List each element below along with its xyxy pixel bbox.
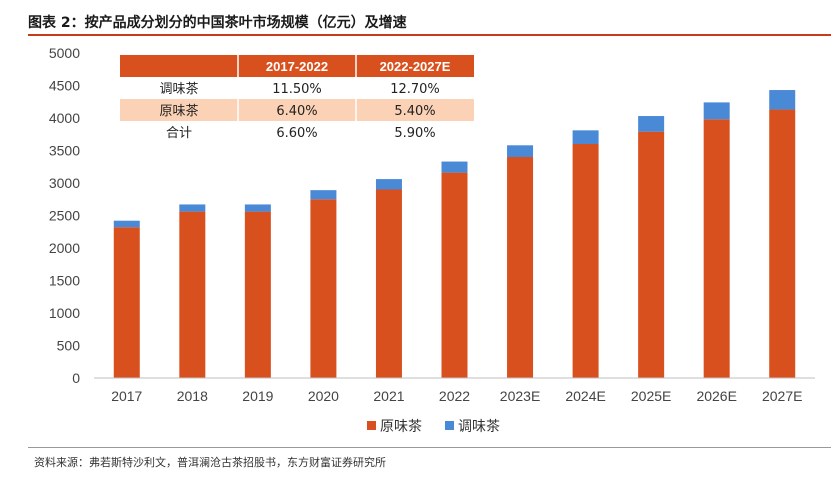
table-header-bg bbox=[120, 55, 474, 77]
x-tick-label: 2021 bbox=[373, 388, 404, 404]
bar-original-2018 bbox=[179, 211, 206, 378]
bar-blended-2025E bbox=[638, 116, 665, 132]
bar-original-2023E bbox=[507, 157, 534, 378]
bar-original-2022 bbox=[441, 172, 468, 378]
legend-label: 原味茶 bbox=[380, 419, 422, 435]
footer-divider bbox=[28, 447, 831, 448]
bar-original-2027E bbox=[769, 109, 796, 379]
bar-original-2025E bbox=[638, 131, 665, 378]
x-tick-label: 2025E bbox=[631, 388, 671, 404]
x-tick-label: 2017 bbox=[111, 388, 142, 404]
title-bar: 图表 2：按产品成分划分的中国茶叶市场规模（亿元）及增速 bbox=[28, 8, 831, 36]
table-cell: 原味茶 bbox=[159, 103, 198, 119]
bar-original-2026E bbox=[703, 119, 730, 379]
table-row-highlight bbox=[120, 99, 474, 121]
bar-original-2024E bbox=[572, 144, 599, 378]
bar-blended-2023E bbox=[507, 145, 534, 157]
y-tick-label: 2000 bbox=[49, 240, 80, 256]
table-cell: 11.50% bbox=[272, 82, 322, 97]
x-tick-label: 2026E bbox=[696, 388, 736, 404]
bar-blended-2020 bbox=[310, 190, 337, 200]
y-tick-label: 3500 bbox=[49, 143, 80, 159]
table-cell: 6.60% bbox=[276, 126, 317, 141]
y-tick-label: 3000 bbox=[49, 175, 80, 191]
bar-blended-2024E bbox=[572, 130, 599, 144]
y-tick-label: 4000 bbox=[49, 110, 80, 126]
x-axis: 2017 2018 2019 2020 2021 2022 2023E 2024E 2025E 2… bbox=[111, 388, 802, 404]
y-tick-label: 2500 bbox=[49, 208, 80, 224]
bar-original-2021 bbox=[375, 189, 402, 378]
source-note: 资料来源：弗若斯特沙利文，普洱澜沧古茶招股书，东方财富证券研究所 bbox=[34, 456, 386, 469]
growth-table: 2017-2022 2022-2027E 调味茶 11.50% 12.70% 原味茶 6.4… bbox=[120, 55, 474, 141]
table-header-cell: 2017-2022 bbox=[266, 59, 328, 74]
table-cell: 调味茶 bbox=[159, 81, 198, 97]
bar-blended-2019 bbox=[244, 204, 271, 212]
bar-blended-2026E bbox=[703, 102, 730, 120]
x-tick-label: 2023E bbox=[500, 388, 540, 404]
x-tick-label: 2020 bbox=[308, 388, 339, 404]
table-cell: 5.90% bbox=[394, 126, 435, 141]
x-tick-label: 2027E bbox=[762, 388, 802, 404]
bar-original-2019 bbox=[244, 211, 271, 378]
table-cell: 12.70% bbox=[390, 82, 440, 97]
bar-blended-2027E bbox=[769, 90, 796, 110]
bar-blended-2021 bbox=[375, 179, 402, 190]
y-tick-label: 1500 bbox=[49, 273, 80, 289]
y-tick-label: 0 bbox=[72, 370, 80, 386]
y-tick-label: 1000 bbox=[49, 305, 80, 321]
y-axis: 0 500 1000 1500 2000 2500 3000 3500 4000 4500 5000 bbox=[49, 45, 80, 386]
bar-original-2020 bbox=[310, 199, 337, 378]
table-cell: 6.40% bbox=[276, 104, 317, 119]
chart-title: 图表 2：按产品成分划分的中国茶叶市场规模（亿元）及增速 bbox=[28, 15, 407, 31]
x-tick-label: 2019 bbox=[242, 388, 273, 404]
x-tick-label: 2024E bbox=[565, 388, 605, 404]
y-tick-label: 4500 bbox=[49, 78, 80, 94]
bar-blended-2018 bbox=[179, 204, 206, 212]
bar-original-2017 bbox=[113, 227, 140, 378]
bars bbox=[113, 90, 796, 379]
bar-blended-2017 bbox=[113, 220, 140, 228]
legend: 原味茶 调味茶 bbox=[367, 419, 500, 435]
table-cell: 5.40% bbox=[394, 104, 435, 119]
table-cell: 合计 bbox=[166, 126, 192, 141]
y-tick-label: 500 bbox=[57, 338, 81, 354]
legend-label: 调味茶 bbox=[458, 419, 500, 435]
x-tick-label: 2018 bbox=[177, 388, 208, 404]
bar-blended-2022 bbox=[441, 161, 468, 173]
legend-swatch bbox=[367, 421, 376, 430]
table-header-cell: 2022-2027E bbox=[380, 59, 451, 74]
legend-swatch bbox=[445, 421, 454, 430]
y-tick-label: 5000 bbox=[49, 45, 80, 61]
x-tick-label: 2022 bbox=[439, 388, 470, 404]
